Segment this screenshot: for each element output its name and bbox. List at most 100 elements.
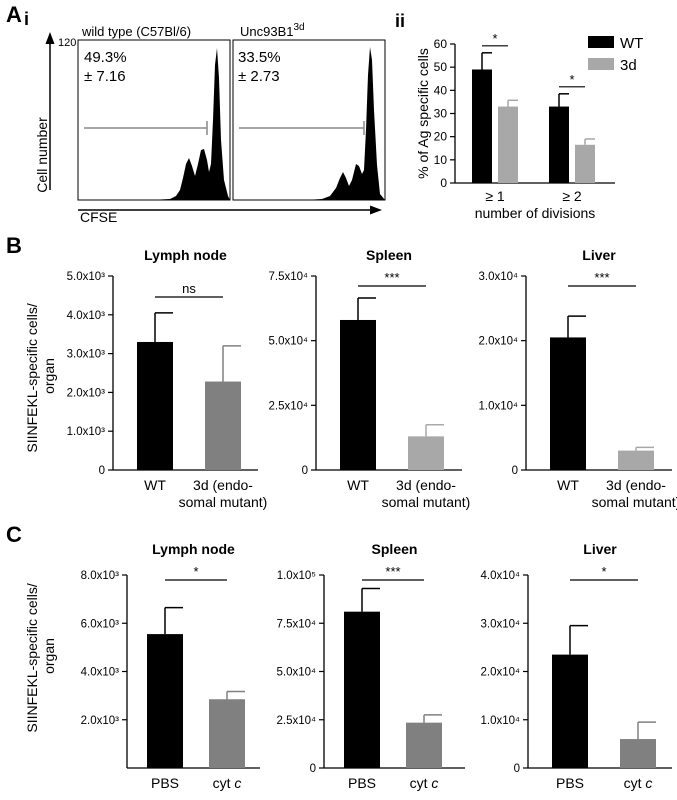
chart-title: Liver <box>583 541 617 557</box>
y-axis-label: % of Ag specific cells <box>415 48 431 179</box>
x-tick-label: PBS <box>151 775 179 791</box>
bar <box>575 144 595 183</box>
chart-c-spleen: Spleen 0 2.5x10⁴ 5.0x10⁴ 7.5x10⁴ 1.0x10⁵ PBS cy… <box>277 541 465 791</box>
y-tick-label: 4.0x10⁴ <box>481 570 521 582</box>
x-tick-label: cyt c <box>213 775 242 791</box>
bar <box>340 319 376 470</box>
x-tick-label: PBS <box>348 775 376 791</box>
x-tick-label: PBS <box>556 775 584 791</box>
legend-swatch <box>588 36 614 48</box>
significance-label: * <box>569 72 574 87</box>
y-tick-label: 0 <box>310 763 316 775</box>
y-tick-label: 5.0x10⁴ <box>269 336 309 348</box>
y-tick-label: 0 <box>514 763 520 775</box>
bar <box>137 341 173 470</box>
bar <box>498 106 518 183</box>
percent-wt: 49.3% <box>84 49 127 66</box>
x-tick-label: 3d (endo- <box>193 477 253 493</box>
x-axis-label: number of divisions <box>475 205 596 221</box>
y-tick-label: 0 <box>440 176 447 190</box>
flow-ytick-top: 120 <box>58 37 76 49</box>
y-tick-label: 4.0x10³ <box>81 667 120 679</box>
y-tick-label: 2.0x10⁴ <box>479 336 519 348</box>
chart-title: Spleen <box>366 247 412 263</box>
x-tick-label: WT <box>144 477 166 493</box>
y-tick-label: 5.0x10⁴ <box>277 667 317 679</box>
histogram-3d <box>305 47 385 200</box>
bar <box>147 634 183 768</box>
sd-3d: ± 2.73 <box>238 68 280 85</box>
chart-title: Spleen <box>372 541 418 557</box>
flow-histograms: Cell number 120 wild type (C57Bl/6) Unc9… <box>34 22 386 225</box>
legend-label: 3d <box>620 57 637 74</box>
y-tick-label: 3.0x10³ <box>67 349 106 361</box>
y-tick-label: 3.0x10⁴ <box>479 271 519 283</box>
y-tick-label: 2.5x10⁴ <box>277 715 317 727</box>
significance-label: *** <box>594 270 609 285</box>
panel-label-a: A <box>6 2 22 27</box>
ylabel-b: SIINFEKL-specific cells/ organ <box>24 299 57 452</box>
y-tick-label: 1.0x10⁴ <box>481 715 521 727</box>
bar <box>620 739 656 768</box>
y-tick-label: 7.5x10⁴ <box>277 618 317 630</box>
chart-b-spleen: Spleen 0 2.5x10⁴ 5.0x10⁴ 7.5x10⁴ WT 3d (endo-s… <box>269 247 471 510</box>
sd-wt: ± 7.16 <box>84 68 126 85</box>
y-tick-label: 2.0x10³ <box>67 387 106 399</box>
y-tick-label: 1.0x10³ <box>67 426 106 438</box>
gate-wt <box>84 121 208 135</box>
chart-title: Lymph node <box>144 247 227 263</box>
legend-label: WT <box>620 35 643 52</box>
bar <box>205 381 241 470</box>
x-arrow-head <box>370 205 382 215</box>
significance-label: * <box>492 31 497 46</box>
x-tick-label: cyt c <box>624 775 653 791</box>
significance-label: ns <box>182 281 196 296</box>
y-tick-label: 2.0x10³ <box>81 715 120 727</box>
x-tick-label: somal mutant) <box>382 494 471 510</box>
y-tick-label: 20 <box>434 130 448 144</box>
chart-divisions: 0 10 20 30 40 50 60% of Ag specific cells ≥ 1 * ≥… <box>415 31 643 221</box>
x-tick-label: somal mutant) <box>592 494 677 510</box>
bar <box>344 611 380 768</box>
y-tick-label: 60 <box>434 37 448 51</box>
x-tick-label: ≥ 2 <box>562 188 582 204</box>
bar <box>550 337 586 470</box>
bar <box>552 654 588 768</box>
panel-label-a-ii: ii <box>395 11 405 31</box>
chart-c-lymph-node: Lymph node 2.0x10³ 4.0x10³ 6.0x10³ 8.0x10³ PB… <box>81 541 260 791</box>
ylabel-c: SIINFEKL-specific cells/ organ <box>24 579 57 732</box>
y-tick-label: 3.0x10⁴ <box>481 618 521 630</box>
chart-title: Lymph node <box>152 541 235 557</box>
bar <box>209 699 245 768</box>
gate-3d <box>239 121 365 135</box>
x-tick-label: 3d (endo- <box>396 477 456 493</box>
y-tick-label: 50 <box>434 60 448 74</box>
significance-label: *** <box>385 564 400 579</box>
x-tick-label: 3d (endo- <box>606 477 666 493</box>
y-tick-label: 1.0x10⁴ <box>479 400 519 412</box>
flow-ylabel: Cell number <box>34 117 50 193</box>
chart-b-liver: Liver 0 1.0x10⁴ 2.0x10⁴ 3.0x10⁴ WT 3d (endo-so… <box>479 247 677 510</box>
flow-xlabel: CFSE <box>80 209 117 225</box>
x-tick-label: somal mutant) <box>179 494 268 510</box>
panel-label-b: B <box>6 233 22 258</box>
bar <box>472 69 492 183</box>
y-tick-label: 7.5x10⁴ <box>269 271 309 283</box>
chart-c-liver: Liver 0 1.0x10⁴ 2.0x10⁴ 3.0x10⁴ 4.0x10⁴ PBS cyt… <box>481 541 672 791</box>
x-tick-label: cyt c <box>410 775 439 791</box>
y-tick-label: 6.0x10³ <box>81 618 120 630</box>
significance-label: * <box>193 564 198 579</box>
percent-3d: 33.5% <box>238 49 281 66</box>
flow-title-3d: Unc93B13d <box>240 22 305 39</box>
y-tick-label: 0 <box>302 465 308 477</box>
y-tick-label: 40 <box>434 83 448 97</box>
y-tick-label: 2.0x10⁴ <box>481 667 521 679</box>
legend-swatch <box>588 58 614 70</box>
y-tick-label: 5.0x10³ <box>67 271 106 283</box>
x-tick-label: WT <box>557 477 579 493</box>
chart-b-lymph-node: Lymph node 0 1.0x10³ 2.0x10³ 3.0x10³ 4.0x10³ 5… <box>67 247 268 510</box>
bar <box>406 722 442 768</box>
flow-title-wt: wild type (C57Bl/6) <box>81 24 191 39</box>
y-tick-label: 0 <box>512 465 518 477</box>
